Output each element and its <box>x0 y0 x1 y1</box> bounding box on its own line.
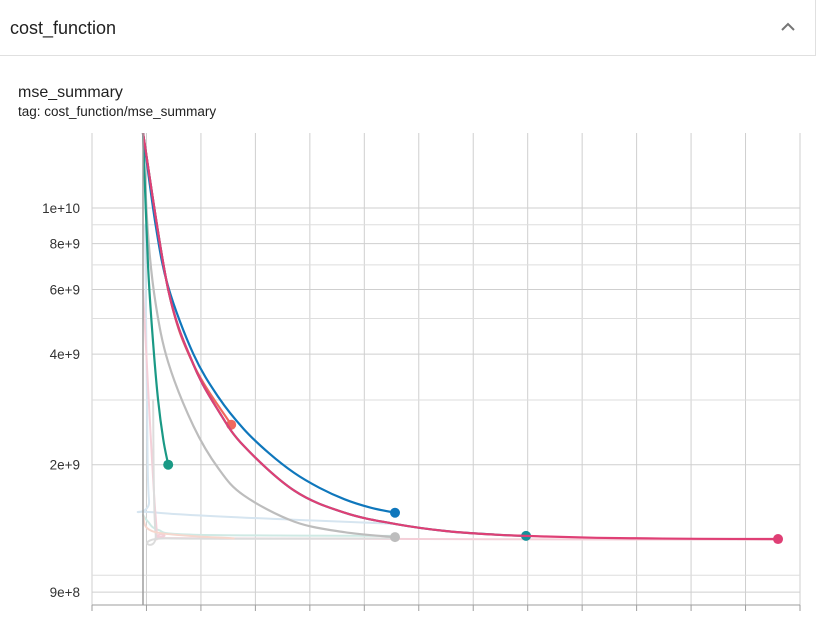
series-line <box>142 288 779 541</box>
series-line <box>141 133 780 541</box>
y-tick-label: 6e+9 <box>50 282 80 297</box>
series-end-point <box>390 532 400 543</box>
series-line <box>142 513 396 537</box>
y-tick-label: 9e+8 <box>50 585 80 600</box>
series-line <box>141 133 170 466</box>
chevron-up-icon <box>781 22 795 31</box>
series-line <box>136 223 396 525</box>
y-tick-label: 2e+9 <box>50 458 80 473</box>
y-tick-label: 1e+10 <box>42 201 80 216</box>
series-line <box>142 515 235 540</box>
series-end-point <box>390 507 400 518</box>
series-end-point <box>773 534 784 545</box>
chart-title: mse_summary <box>18 84 123 101</box>
section-header[interactable]: cost_function <box>0 0 816 56</box>
series-line <box>146 399 396 546</box>
series-line <box>141 133 397 514</box>
chart-tag: tag: cost_function/mse_summary <box>18 104 217 119</box>
y-tick-label: 8e+9 <box>50 237 80 252</box>
collapse-button[interactable] <box>775 14 801 40</box>
line-chart[interactable]: 1e+10 8e+9 6e+9 4e+9 2e+9 9e+8 <box>0 125 818 626</box>
y-tick-label: 4e+9 <box>50 347 80 362</box>
series-line <box>141 133 397 539</box>
series-end-point <box>163 459 174 470</box>
section-title: cost_function <box>10 18 117 38</box>
